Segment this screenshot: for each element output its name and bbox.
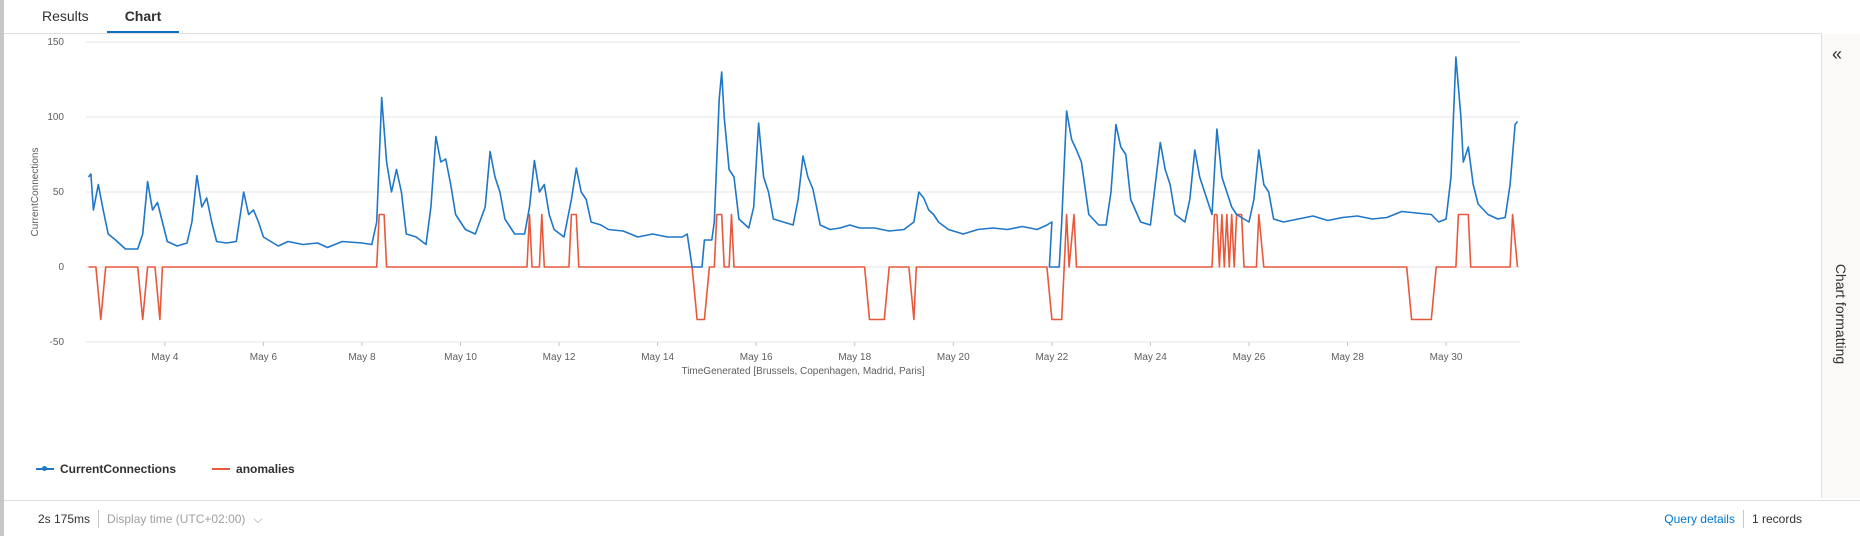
records-count: 1 records [1751,512,1802,526]
x-tick-label: May 20 [937,352,970,363]
x-tick-label: May 14 [641,352,674,363]
legend-item-anomalies[interactable]: anomalies [212,462,295,476]
y-tick-label: 150 [47,37,64,48]
time-chart[interactable]: 150 100 50 0 -50 May 4 May 6 May 8 May 10 May 12 M… [4,34,1784,454]
legend-label-currentconnections: CurrentConnections [60,462,177,476]
x-tick-label: May 12 [543,352,576,363]
collapse-chevron-icon[interactable]: « [1832,44,1843,64]
y-tick-label: -50 [50,337,65,348]
footer-separator-right [1742,510,1744,528]
x-tick-label: May 30 [1430,352,1463,363]
tab-bar: Results Chart [24,0,180,34]
chevron-down-icon: ⌵ [253,511,263,526]
series-line-anomalies [88,213,1519,321]
x-tick-label: May 4 [151,352,179,363]
chart-formatting-panel[interactable]: « Chart formatting [1821,34,1860,498]
legend-item-currentconnections[interactable]: CurrentConnections [36,462,176,476]
x-tick-label: May 24 [1134,352,1167,363]
x-tick-label: May 10 [444,352,477,363]
tab-results[interactable]: Results [42,8,89,24]
left-border [0,0,4,536]
footer-separator [98,510,100,528]
series-line-currentconnections [87,56,1519,268]
y-tick-label: 0 [58,262,64,273]
chart-formatting-title[interactable]: Chart formatting [1833,263,1849,365]
y-tick-label: 100 [47,112,64,123]
x-tick-label: May 26 [1233,352,1266,363]
tab-divider [4,33,1822,34]
x-tick-label: May 6 [250,352,278,363]
display-time-dropdown[interactable]: Display time (UTC+02:00) ⌵ [107,512,262,527]
y-axis-label: CurrentConnections [30,148,41,237]
x-axis-label: TimeGenerated [Brussels, Copenhagen, Mad… [681,366,924,377]
legend-label-anomalies: anomalies [236,462,295,476]
status-footer: 2s 175ms Display time (UTC+02:00) ⌵ Quer… [4,500,1860,537]
y-tick-label: 50 [53,187,65,198]
x-tick-label: May 16 [740,352,773,363]
execution-time: 2s 175ms [38,512,91,526]
chart-legend: CurrentConnections anomalies [36,462,331,476]
tab-chart[interactable]: Chart [106,0,180,34]
x-tick-label: May 8 [348,352,376,363]
legend-swatch-currentconnections [36,466,54,471]
x-tick-label: May 28 [1331,352,1364,363]
display-time-label: Display time (UTC+02:00) [107,512,246,526]
query-details-link[interactable]: Query details [1664,512,1735,526]
x-tick-label: May 22 [1035,352,1068,363]
x-tick-label: May 18 [838,352,871,363]
legend-swatch-anomalies [212,468,231,470]
